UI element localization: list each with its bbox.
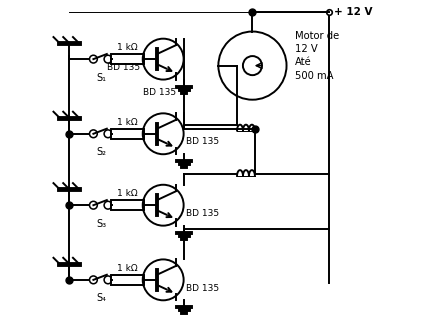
Text: 1 kΩ: 1 kΩ <box>117 43 138 52</box>
Text: 1 kΩ: 1 kΩ <box>117 118 138 127</box>
Text: S₄: S₄ <box>96 293 106 304</box>
Text: S₁: S₁ <box>96 73 106 83</box>
Text: BD 135: BD 135 <box>186 284 219 292</box>
Text: S₃: S₃ <box>96 219 106 229</box>
Text: Motor de
12 V
Até
500 mA: Motor de 12 V Até 500 mA <box>294 31 338 81</box>
Text: BD 135: BD 135 <box>186 209 219 218</box>
Text: 1 kΩ: 1 kΩ <box>117 189 138 199</box>
Text: BD 135: BD 135 <box>107 63 140 72</box>
Text: 1 kΩ: 1 kΩ <box>117 264 138 273</box>
Text: BD 135: BD 135 <box>186 138 219 146</box>
Text: S₂: S₂ <box>96 147 106 157</box>
Text: BD 135: BD 135 <box>142 88 175 97</box>
Bar <box>111 275 144 285</box>
Bar <box>111 54 144 64</box>
Bar <box>111 129 144 139</box>
Text: + 12 V: + 12 V <box>333 7 371 17</box>
Bar <box>111 200 144 210</box>
